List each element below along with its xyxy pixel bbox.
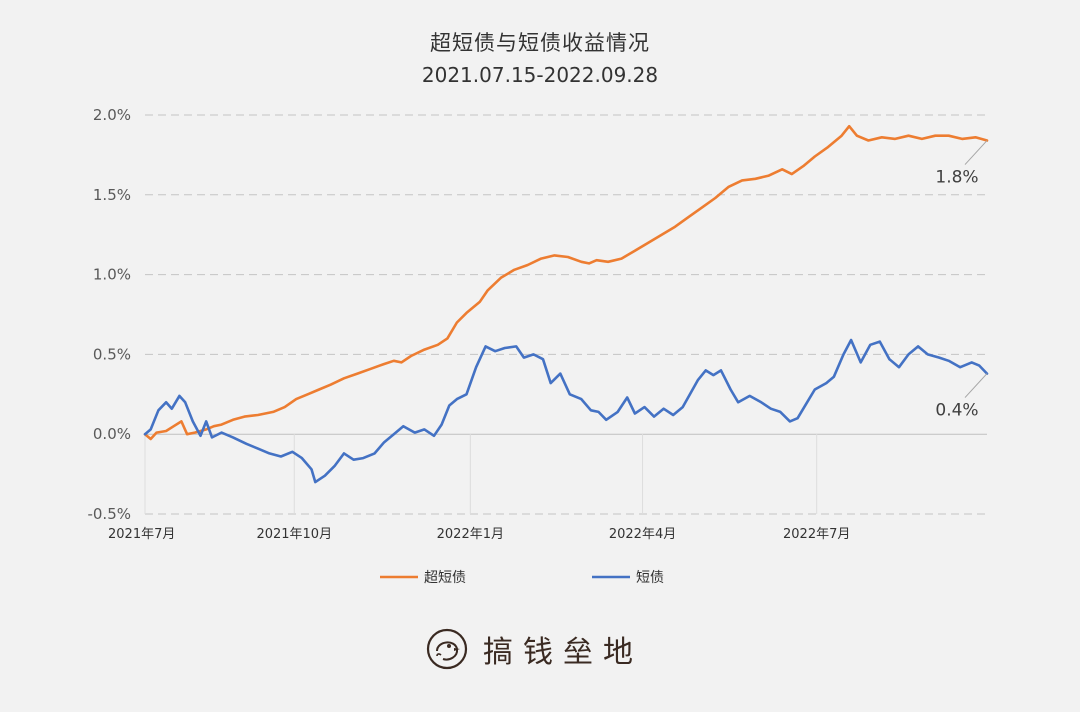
y-tick-label: 2.0% [93, 106, 131, 124]
y-axis-ticks: -0.5% 0.0% 0.5% 1.0% 1.5% 2.0% [87, 106, 131, 523]
end-labels: 1.8% 0.4% [935, 140, 988, 421]
y-tick-label: 1.0% [93, 266, 131, 284]
series-line-0 [143, 124, 989, 441]
y-tick-label: 0.0% [93, 425, 131, 443]
end-label-leader [964, 140, 988, 165]
x-tick-label: 2022年7月 [783, 527, 850, 542]
x-tick-label: 2021年7月 [108, 527, 175, 542]
y-tick-label: -0.5% [87, 505, 131, 523]
legend-label: 短债 [636, 570, 664, 586]
series-line-1 [143, 338, 989, 484]
end-value-label: 0.4% [935, 401, 978, 421]
x-tick-label: 2021年10月 [256, 527, 332, 542]
legend: 超短债 短债 [380, 570, 664, 586]
y-tick-label: 0.5% [93, 345, 131, 363]
legend-label: 超短债 [424, 570, 466, 586]
brand: 搞钱垒地 [425, 624, 643, 674]
y-tick-label: 1.5% [93, 186, 131, 204]
x-tick-label: 2022年1月 [437, 527, 504, 542]
grid-lines [145, 114, 987, 515]
chart-subtitle: 2021.07.15-2022.09.28 [422, 63, 658, 87]
x-axis: 2021年7月 2021年10月 2022年1月 2022年4月 2022年7月 [108, 434, 850, 542]
series-lines [143, 124, 989, 484]
end-value-label: 1.8% [935, 168, 978, 188]
end-label-leader [964, 373, 988, 398]
bird-logo-icon [426, 628, 468, 670]
x-tick-label: 2022年4月 [609, 527, 676, 542]
chart-title: 超短债与短债收益情况 [430, 31, 650, 55]
brand-name: 搞钱垒地 [483, 635, 643, 670]
